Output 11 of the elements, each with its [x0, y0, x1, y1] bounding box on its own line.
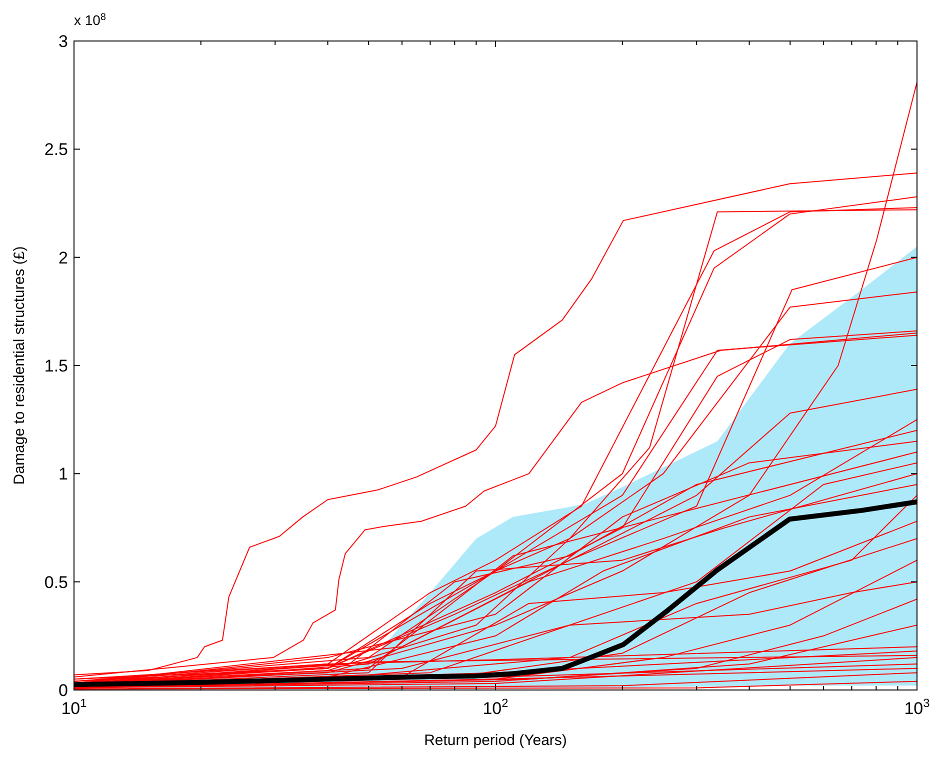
x-tick-label: 10$^{2}$: [482, 696, 509, 718]
y-tick-label: 0.5: [44, 572, 68, 592]
y-tick-label: 1: [58, 464, 68, 484]
x-axis-title: Return period (Years): [424, 732, 567, 749]
y-tick-label: 1.5: [44, 356, 68, 376]
y-tick-label: 2: [58, 248, 68, 268]
y-tick-label: 3: [58, 32, 68, 51]
text: x 10$^{8}$: [74, 12, 106, 28]
y-axis-title: Damage to residential structures (£): [11, 246, 28, 485]
x-tick-label: 10$^{3}$: [904, 696, 930, 718]
y-tick-label: 2.5: [44, 140, 68, 160]
